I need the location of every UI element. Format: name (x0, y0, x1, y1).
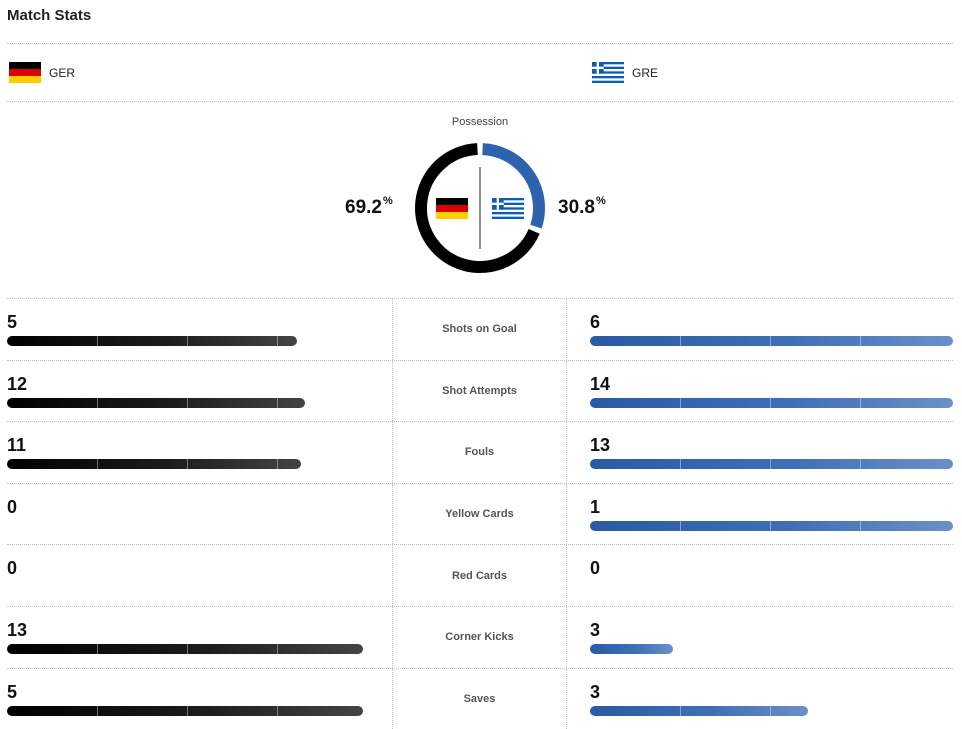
stat-row: 0 Yellow Cards 1 (7, 482, 953, 545)
stat-row: 5 Saves 3 (7, 667, 953, 729)
away-stat-bar (590, 643, 673, 654)
away-stat-cell: 13 (590, 422, 953, 483)
possession-label: Possession (451, 116, 509, 128)
away-stat-bar (590, 336, 953, 346)
away-stat-cell: 0 (590, 545, 953, 606)
home-stat-cell: 11 (7, 422, 392, 483)
stat-row: 13 Corner Kicks 3 (7, 605, 953, 668)
section-title: Match Stats (7, 7, 92, 24)
possession-arc-home (415, 143, 540, 273)
home-stat-cell: 12 (7, 361, 392, 422)
away-stat-value: 13 (590, 435, 611, 456)
home-stat-bar (7, 459, 301, 470)
stat-label: Shot Attempts (392, 360, 567, 422)
greece-flag-icon (492, 198, 524, 219)
home-possession-value: 69.2% (345, 195, 393, 218)
stat-row: 5 Shots on Goal 6 (7, 298, 953, 360)
home-stat-cell: 5 (7, 299, 392, 360)
germany-flag-icon (436, 198, 468, 219)
stat-row: 0 Red Cards 0 (7, 544, 953, 606)
away-stat-value: 1 (590, 496, 601, 517)
home-stat-cell: 0 (7, 545, 392, 606)
away-team-abbr: GRE (632, 65, 659, 80)
stat-label: Fouls (392, 422, 567, 483)
home-stat-cell: 13 (7, 607, 392, 668)
away-stat-cell: 14 (590, 361, 953, 422)
home-stat-bar (7, 705, 363, 716)
home-stat-value: 13 (7, 619, 28, 640)
germany-flag-icon (9, 62, 41, 83)
greece-flag-icon (592, 62, 624, 83)
away-stat-value: 6 (590, 312, 601, 332)
home-team-abbr: GER (49, 65, 76, 80)
away-team: GRE (592, 62, 658, 83)
away-stat-bar (590, 459, 953, 470)
stat-label: Shots on Goal (392, 299, 567, 360)
stat-label: Saves (392, 668, 567, 729)
away-stat-value: 3 (590, 619, 601, 640)
away-stat-bar (590, 397, 953, 408)
away-possession-value: 30.8% (558, 195, 606, 218)
away-stat-cell: 1 (590, 484, 953, 545)
stats-table: 5 Shots on Goal 6 12 Shot Attempts 14 11 Fouls 1… (7, 298, 953, 729)
stat-row: 11 Fouls 13 (7, 421, 953, 483)
home-stat-cell: 5 (7, 669, 392, 729)
away-stat-value: 3 (590, 681, 601, 702)
divider (7, 43, 953, 44)
away-stat-cell: 6 (590, 299, 953, 360)
stat-label: Corner Kicks (392, 606, 567, 668)
home-stat-bar (7, 336, 297, 346)
home-stat-cell: 0 (7, 484, 392, 545)
away-stat-cell: 3 (590, 607, 953, 668)
away-stat-bar (590, 520, 953, 531)
home-stat-value: 11 (7, 435, 27, 456)
home-stat-bar (7, 643, 363, 654)
stat-label: Yellow Cards (392, 483, 567, 545)
home-stat-value: 0 (7, 496, 18, 517)
away-stat-cell: 3 (590, 669, 953, 729)
home-stat-value: 12 (7, 373, 28, 394)
home-stat-bar (7, 397, 305, 408)
home-stat-value: 5 (7, 681, 18, 702)
home-stat-value: 0 (7, 558, 18, 579)
possession-donut (415, 143, 545, 273)
away-stat-value: 14 (590, 373, 611, 394)
home-team: GER (9, 62, 75, 83)
stat-label: Red Cards (392, 545, 567, 606)
away-stat-value: 0 (590, 558, 601, 579)
stat-row: 12 Shot Attempts 14 (7, 359, 953, 422)
home-stat-value: 5 (7, 312, 18, 332)
divider (7, 101, 953, 102)
possession-arc-away (482, 143, 545, 229)
away-stat-bar (590, 705, 808, 716)
